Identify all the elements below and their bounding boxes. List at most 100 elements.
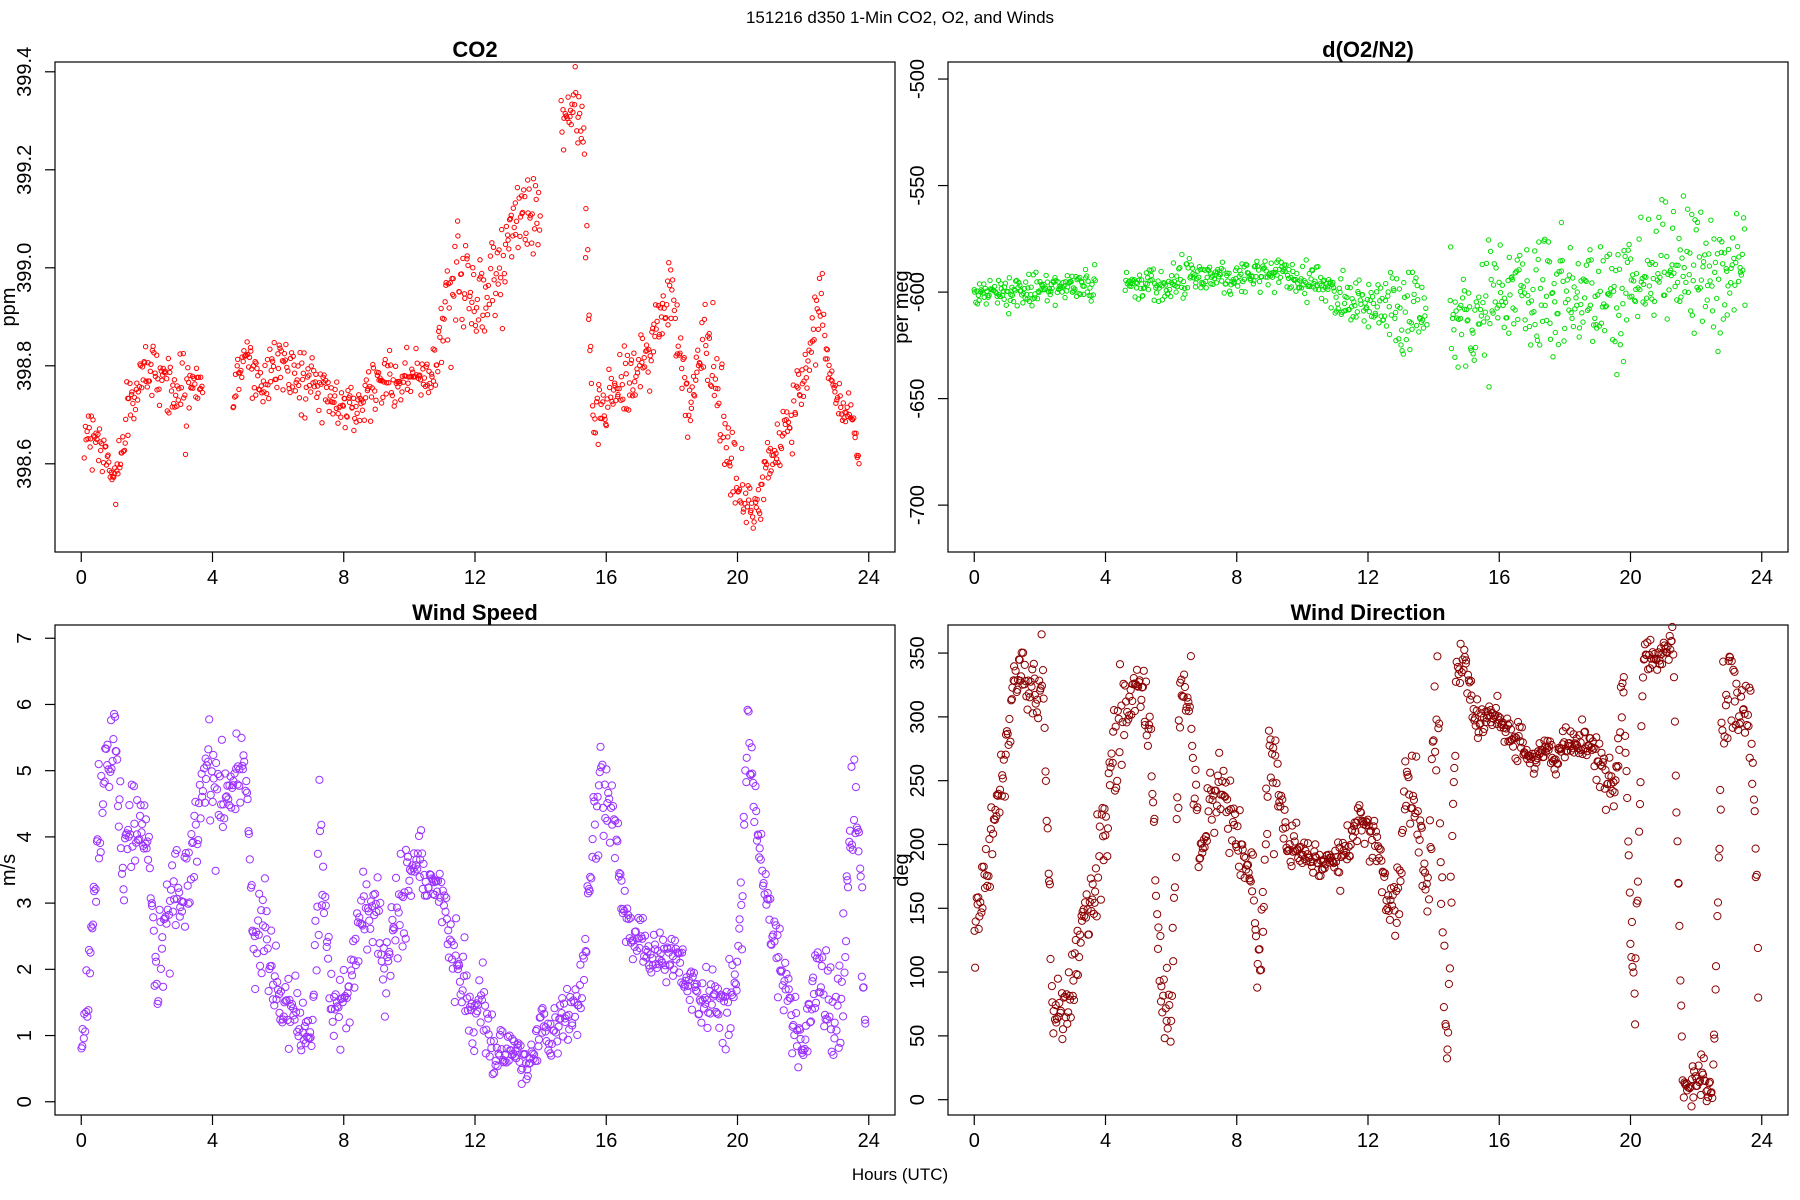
data-point [388, 926, 397, 935]
data-point [392, 363, 399, 369]
data-point [1452, 299, 1458, 305]
data-point [1694, 1061, 1703, 1070]
data-point [1711, 962, 1721, 971]
data-point [1598, 758, 1607, 767]
data-point [1196, 853, 1205, 863]
data-point [971, 287, 977, 293]
data-point [649, 329, 655, 335]
data-point [635, 356, 642, 363]
data-point [516, 1041, 525, 1050]
data-point [1412, 278, 1418, 285]
data-point [1372, 312, 1379, 318]
data-point [170, 382, 176, 388]
data-point [1286, 857, 1295, 867]
data-point [823, 1015, 832, 1024]
data-point [592, 430, 599, 436]
data-point [485, 282, 491, 289]
data-point [1652, 261, 1659, 268]
data-point [337, 403, 343, 409]
data-point [1613, 305, 1620, 311]
data-point [1689, 1093, 1698, 1102]
data-point [1443, 1045, 1452, 1054]
data-point [1005, 288, 1011, 295]
data-point [1460, 276, 1467, 282]
data-point [1549, 290, 1555, 297]
data-point [1383, 280, 1389, 287]
data-point [440, 891, 449, 900]
data-point [263, 381, 269, 388]
data-point [796, 1034, 805, 1044]
data-point [1404, 293, 1411, 299]
data-point [707, 382, 714, 388]
data-point [1046, 954, 1055, 964]
data-point [478, 958, 487, 967]
data-point [493, 1062, 502, 1071]
data-point [342, 424, 348, 431]
data-point [1606, 251, 1613, 257]
data-point [510, 205, 516, 211]
data-point [1601, 327, 1608, 334]
data-point [1153, 910, 1162, 919]
data-point [659, 935, 668, 945]
data-point [1168, 293, 1174, 300]
data-point [1710, 324, 1717, 330]
data-point [1651, 655, 1661, 664]
data-point [413, 345, 419, 352]
data-point [630, 387, 636, 393]
data-point [802, 351, 808, 358]
data-point [1522, 745, 1531, 755]
data-point [1038, 666, 1048, 675]
data-point [1184, 698, 1193, 707]
data-point [1731, 255, 1737, 262]
data-point [1415, 297, 1421, 303]
data-point [1721, 701, 1731, 710]
data-point [599, 831, 608, 841]
data-point [1375, 282, 1381, 288]
data-point [267, 961, 276, 971]
data-point [1091, 276, 1097, 282]
data-point [661, 961, 670, 970]
data-point [687, 1005, 697, 1014]
data-point [1137, 695, 1146, 704]
data-point [763, 465, 769, 471]
data-point [89, 882, 98, 892]
data-point [1335, 868, 1344, 877]
data-point [714, 1010, 723, 1019]
data-point [347, 393, 353, 399]
data-point [1432, 766, 1441, 775]
data-point [1268, 778, 1277, 787]
data-point [1587, 247, 1593, 253]
data-point [140, 801, 149, 810]
data-point [127, 412, 134, 418]
data-point [1225, 848, 1234, 858]
data-point [1371, 841, 1380, 851]
data-point [1747, 739, 1756, 748]
data-point [1226, 805, 1236, 814]
data-point [465, 262, 471, 269]
data-point [350, 983, 359, 992]
data-point [146, 894, 155, 903]
data-point [655, 928, 664, 937]
data-point [1617, 342, 1624, 348]
data-point [739, 812, 748, 822]
data-point [1580, 319, 1586, 325]
data-point [398, 942, 407, 951]
data-point [517, 1065, 526, 1075]
data-point [1281, 262, 1288, 268]
data-point [238, 761, 247, 771]
data-point [1280, 805, 1289, 814]
data-point [1570, 323, 1577, 330]
data-point [152, 957, 161, 966]
data-point [121, 447, 128, 454]
data-point [1511, 754, 1520, 763]
data-point [108, 757, 117, 766]
data-point [405, 876, 414, 885]
data-point [424, 883, 433, 892]
data-point [255, 373, 261, 379]
data-point [1411, 809, 1420, 818]
data-point [103, 740, 112, 749]
data-point [656, 334, 662, 340]
data-point [732, 986, 741, 995]
data-point [1619, 673, 1628, 682]
data-point [184, 899, 193, 908]
